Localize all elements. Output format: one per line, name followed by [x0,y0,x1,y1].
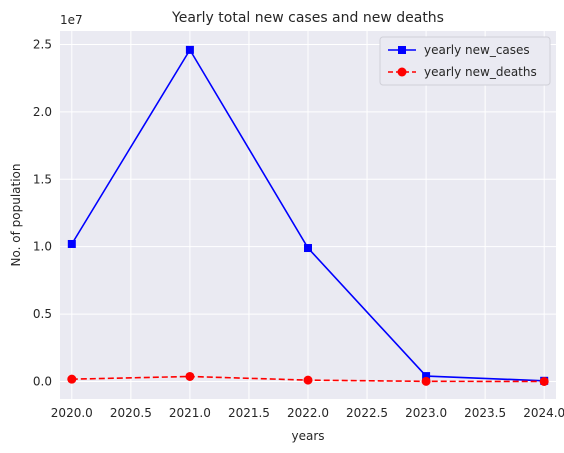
data-point [303,375,313,385]
x-axis-label: years [291,429,324,443]
chart-title: Yearly total new cases and new deaths [171,10,444,26]
legend: yearly new_cases yearly new_deaths [379,36,551,86]
y-tick-label: 1.0 [33,240,52,254]
series-layer [67,45,549,386]
x-tick-label: 2021.0 [169,406,211,420]
y-offset-text: 1e7 [60,13,83,27]
data-point [421,376,431,386]
data-point [422,372,431,381]
y-tick-label: 2.0 [33,105,52,119]
data-point [304,244,312,253]
x-axis-ticks: 2020.0 2020.5 2021.0 2021.5 2022.0 2022.5 2023… [51,406,564,420]
legend-box [379,36,551,86]
x-tick-label: 2023.0 [405,406,447,420]
legend-entry-cases: yearly new_cases [388,43,530,57]
data-point [67,239,76,248]
y-tick-label: 0.0 [33,374,52,388]
x-tick-label: 2023.5 [464,406,506,420]
y-axis-ticks: 0.0 0.5 1.0 1.5 2.0 2.5 [33,37,52,388]
y-tick-label: 2.5 [33,37,52,51]
y-tick-label: 0.5 [33,307,52,321]
series-new-deaths [67,371,549,386]
data-point [185,371,195,381]
x-tick-label: 2021.5 [228,406,270,420]
y-tick-label: 1.5 [33,172,52,186]
y-axis-label: No. of population [9,164,23,267]
data-point [67,374,77,384]
x-tick-label: 2022.5 [346,406,388,420]
legend-label-deaths: yearly new_deaths [424,65,537,79]
legend-entry-deaths: yearly new_deaths [388,65,537,79]
x-tick-label: 2024.0 [523,406,564,420]
x-tick-label: 2022.0 [287,406,329,420]
legend-label-cases: yearly new_cases [424,43,530,57]
x-tick-label: 2020.5 [110,406,152,420]
data-point [539,376,549,386]
data-point [185,45,194,54]
x-tick-label: 2020.0 [51,406,93,420]
